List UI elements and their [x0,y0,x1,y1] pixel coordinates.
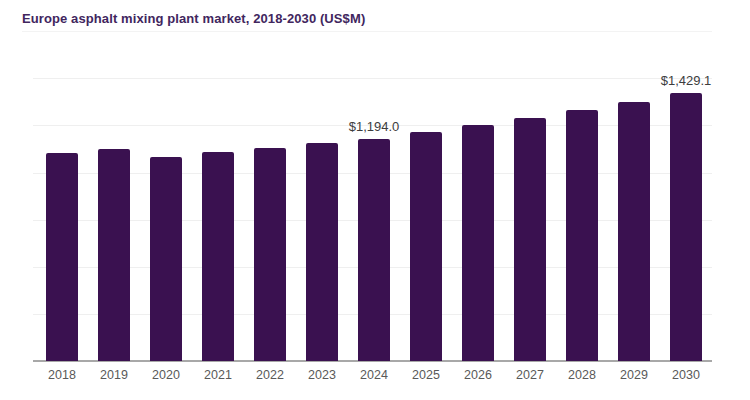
bar-2027 [514,118,546,361]
bar-2019 [98,149,130,361]
gridline [33,78,712,79]
bar-2022 [254,148,286,361]
bar-2030 [670,93,702,361]
bar-2029 [618,102,650,361]
x-tick-2024: 2024 [348,368,400,382]
x-tick-2022: 2022 [244,368,296,382]
market-chart-panel: Europe asphalt mixing plant market, 2018… [0,0,750,400]
x-tick-2029: 2029 [608,368,660,382]
bar-2028 [566,110,598,361]
x-tick-2019: 2019 [88,368,140,382]
bar-2018 [46,153,78,361]
x-tick-2028: 2028 [556,368,608,382]
x-tick-2030: 2030 [660,368,712,382]
x-tick-2025: 2025 [400,368,452,382]
bar-2025 [410,132,442,362]
x-tick-2026: 2026 [452,368,504,382]
bar-2026 [462,125,494,362]
bar-chart: 2018201920202021202220232024202520262027… [0,0,750,400]
bar-2024 [358,139,390,361]
x-tick-2020: 2020 [140,368,192,382]
x-tick-2018: 2018 [36,368,88,382]
x-tick-2027: 2027 [504,368,556,382]
bar-2021 [202,152,234,361]
x-tick-2023: 2023 [296,368,348,382]
data-label-2030: $1,429.1 [641,73,731,88]
bar-2020 [150,157,182,362]
bar-2023 [306,143,338,361]
x-tick-2021: 2021 [192,368,244,382]
data-label-2024: $1,194.0 [329,119,419,134]
